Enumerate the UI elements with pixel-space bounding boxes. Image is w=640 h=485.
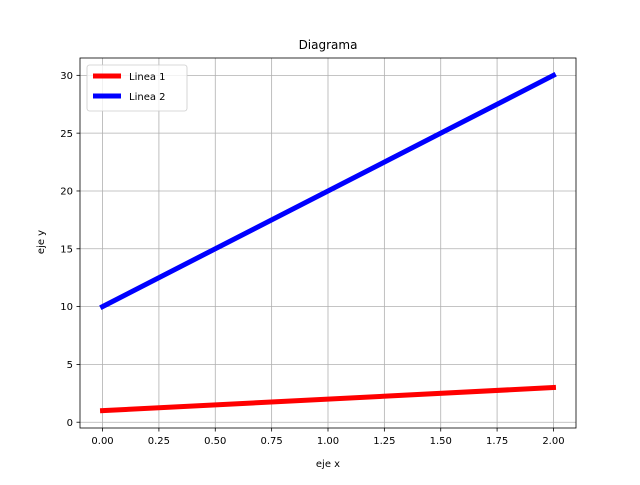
y-tick-label: 0 (67, 418, 73, 429)
y-axis-label: eje y (36, 230, 47, 254)
x-tick-label: 2.00 (542, 436, 564, 447)
x-tick-label: 0.50 (204, 436, 226, 447)
y-tick-label: 20 (60, 187, 73, 198)
legend-label-2: Linea 2 (129, 92, 166, 103)
series-lines (99, 71, 557, 414)
x-axis-label: eje x (316, 459, 340, 470)
x-tick-label: 0.75 (261, 436, 283, 447)
x-tick-label: 1.50 (430, 436, 452, 447)
x-tick-label: 1.00 (317, 436, 339, 447)
chart-title: Diagrama (299, 38, 358, 52)
y-tick-label: 15 (60, 244, 73, 255)
series-line-1 (99, 384, 557, 414)
axis-ticks: 0.00 0.25 0.50 0.75 1.00 1.25 1.50 1.75 2.00 0 5 10… (60, 71, 564, 447)
legend: Linea 1 Linea 2 (86, 64, 188, 112)
legend-label-1: Linea 1 (129, 72, 166, 83)
x-tick-label: 1.25 (373, 436, 395, 447)
y-tick-label: 5 (67, 360, 73, 371)
x-tick-label: 0.00 (91, 436, 113, 447)
series-line-2 (99, 71, 557, 310)
grid (80, 58, 576, 428)
y-tick-label: 10 (60, 302, 73, 313)
y-tick-label: 25 (60, 129, 73, 140)
x-tick-label: 1.75 (486, 436, 508, 447)
y-tick-label: 30 (60, 71, 73, 82)
x-tick-label: 0.25 (148, 436, 170, 447)
